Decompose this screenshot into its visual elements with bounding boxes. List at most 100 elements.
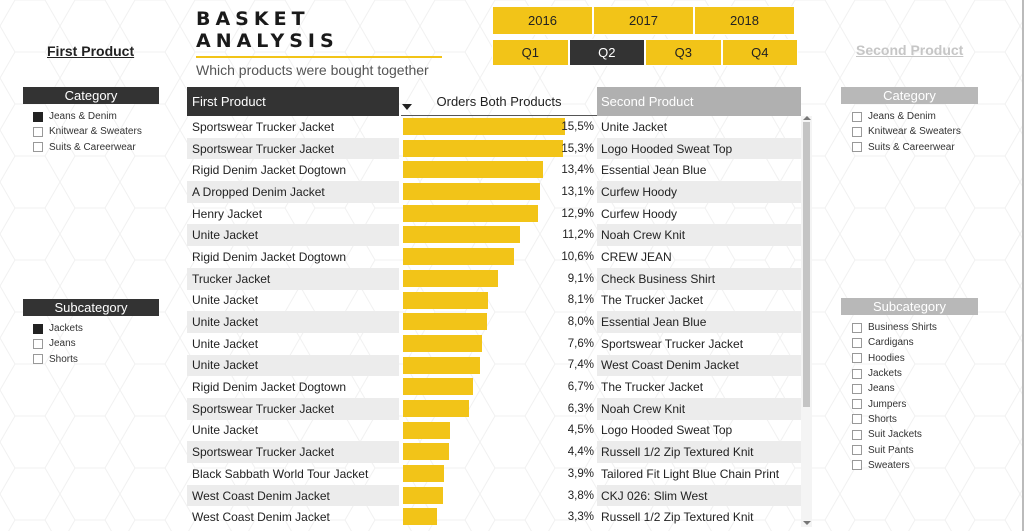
orders-bar — [403, 118, 565, 135]
quarter-button-q3[interactable]: Q3 — [645, 39, 722, 66]
orders-both-cell: 9,1% — [403, 268, 597, 290]
checkbox[interactable] — [852, 111, 862, 122]
filter-item-label: Jeans & Denim — [49, 111, 117, 123]
first-product-cell: Rigid Denim Jacket Dogtown — [192, 249, 347, 264]
checkbox[interactable] — [852, 445, 862, 456]
filter-item[interactable]: Hoodies — [852, 351, 937, 366]
table-row[interactable]: West Coast Denim Jacket 3,8% CKJ 026: Slim… — [187, 484, 801, 507]
orders-bar — [403, 139, 563, 157]
filter-item[interactable]: Knitwear & Sweaters — [852, 124, 961, 139]
table-row[interactable]: Unite Jacket 4,5% Logo Hooded Sweat Top — [187, 420, 801, 442]
quarter-button-q2[interactable]: Q2 — [568, 39, 645, 66]
second-product-cell: Russell 1/2 Zip Textured Knit — [601, 510, 754, 525]
checkbox[interactable] — [852, 429, 862, 440]
year-button-2017[interactable]: 2017 — [593, 6, 694, 35]
table-row[interactable]: Rigid Denim Jacket Dogtown 6,7% The Trucke… — [187, 376, 801, 398]
filter-item-label: Suits & Careerwear — [49, 141, 136, 153]
filter-item[interactable]: Suits & Careerwear — [33, 140, 142, 155]
year-button-2016[interactable]: 2016 — [492, 6, 593, 35]
filter-item[interactable]: Shorts — [33, 352, 83, 367]
checkbox[interactable] — [852, 142, 862, 153]
table-row[interactable]: A Dropped Denim Jacket 13,1% Curfew Hoody — [187, 181, 801, 203]
checkbox[interactable] — [852, 368, 862, 379]
filter-item[interactable]: Jeans — [852, 381, 937, 396]
checkbox[interactable] — [852, 399, 862, 410]
scroll-up-icon[interactable] — [803, 116, 811, 120]
table-row[interactable]: Sportswear Trucker Jacket 4,4% Russell 1/2… — [187, 441, 801, 463]
orders-pct-label: 13,1% — [561, 185, 594, 198]
checkbox[interactable] — [852, 337, 862, 348]
filter-item[interactable]: Suit Pants — [852, 442, 937, 457]
column-header-first-product[interactable]: First Product — [187, 87, 399, 116]
orders-bar — [403, 334, 483, 352]
orders-pct-label: 7,4% — [567, 359, 594, 372]
filter-item[interactable]: Cardigans — [852, 335, 937, 350]
checkbox[interactable] — [852, 126, 862, 137]
table-row[interactable]: Henry Jacket 12,9% Curfew Hoody — [187, 203, 801, 225]
filter-item[interactable]: Jackets — [852, 366, 937, 381]
orders-bar — [403, 356, 481, 374]
orders-bar — [403, 378, 474, 396]
orders-both-cell: 4,4% — [403, 441, 597, 463]
table-row[interactable]: Unite Jacket 7,6% Sportswear Trucker Jacke… — [187, 333, 801, 355]
right-subcategory-list: Business Shirts Cardigans Hoodies Jackets Je… — [852, 320, 937, 473]
sort-descending-icon[interactable] — [402, 104, 412, 110]
orders-both-cell: 11,2% — [403, 224, 597, 246]
table-row[interactable]: Unite Jacket 8,0% Essential Jean Blue — [187, 311, 801, 333]
checkbox[interactable] — [33, 338, 43, 349]
filter-item[interactable]: Suits & Careerwear — [852, 140, 961, 155]
checkbox[interactable] — [33, 142, 43, 153]
orders-pct-label: 3,8% — [567, 489, 594, 502]
scroll-thumb[interactable] — [803, 122, 810, 407]
orders-bar — [403, 313, 487, 331]
orders-both-cell: 10,6% — [403, 246, 597, 268]
table-row[interactable]: Unite Jacket 8,1% The Trucker Jacket — [187, 290, 801, 312]
checkbox[interactable] — [852, 383, 862, 394]
table-row[interactable]: West Coast Denim Jacket 3,3% Russell 1/2 Z… — [187, 506, 801, 528]
filter-item[interactable]: Jackets — [33, 321, 83, 336]
column-header-orders-both[interactable]: Orders Both Products — [436, 94, 562, 109]
year-button-2018[interactable]: 2018 — [694, 6, 795, 35]
checkbox[interactable] — [852, 460, 862, 471]
table-row[interactable]: Sportswear Trucker Jacket 15,5% Unite Jack… — [187, 116, 801, 138]
table-row[interactable]: Rigid Denim Jacket Dogtown 13,4% Essential… — [187, 159, 801, 181]
table-row[interactable]: Unite Jacket 11,2% Noah Crew Knit — [187, 224, 801, 247]
second-product-cell: The Trucker Jacket — [601, 380, 704, 395]
checkbox[interactable] — [33, 323, 43, 334]
table-row[interactable]: Rigid Denim Jacket Dogtown 10,6% CREW JEAN — [187, 246, 801, 268]
filter-item[interactable]: Shorts — [852, 412, 937, 427]
right-category-header: Category — [841, 87, 978, 104]
table-scrollbar[interactable] — [801, 116, 812, 527]
quarter-button-q1[interactable]: Q1 — [492, 39, 569, 66]
filter-item-label: Cardigans — [868, 337, 914, 349]
table-row[interactable]: Trucker Jacket 9,1% Check Business Shirt — [187, 267, 801, 290]
filter-item[interactable]: Jumpers — [852, 396, 937, 411]
first-product-cell: Unite Jacket — [192, 423, 259, 438]
checkbox[interactable] — [852, 414, 862, 425]
checkbox[interactable] — [33, 354, 43, 365]
checkbox[interactable] — [33, 111, 43, 122]
filter-item[interactable]: Jeans & Denim — [852, 109, 961, 124]
second-product-cell: Noah Crew Knit — [597, 224, 801, 247]
filter-item[interactable]: Jeans & Denim — [33, 109, 142, 124]
filter-item[interactable]: Business Shirts — [852, 320, 937, 335]
table-row[interactable]: Sportswear Trucker Jacket 6,3% Noah Crew K… — [187, 397, 801, 420]
checkbox[interactable] — [33, 126, 43, 137]
table-row[interactable]: Sportswear Trucker Jacket 15,3% Logo Hoode… — [187, 137, 801, 160]
quarter-button-q4[interactable]: Q4 — [721, 39, 798, 66]
filter-item[interactable]: Sweaters — [852, 458, 937, 473]
table-row[interactable]: Unite Jacket 7,4% West Coast Denim Jacket — [187, 354, 801, 377]
second-product-cell: Russell 1/2 Zip Textured Knit — [597, 441, 801, 463]
second-product-cell: CREW JEAN — [601, 249, 672, 264]
filter-item[interactable]: Suit Jackets — [852, 427, 937, 442]
checkbox[interactable] — [852, 353, 862, 364]
filter-item-label: Knitwear & Sweaters — [868, 126, 961, 138]
filter-item[interactable]: Knitwear & Sweaters — [33, 124, 142, 139]
scroll-down-icon[interactable] — [803, 521, 811, 525]
checkbox[interactable] — [852, 322, 862, 333]
table-row[interactable]: Black Sabbath World Tour Jacket 3,9% Tailo… — [187, 463, 801, 485]
orders-pct-label: 10,6% — [561, 250, 594, 263]
filter-item[interactable]: Jeans — [33, 336, 83, 351]
column-header-second-product[interactable]: Second Product — [597, 87, 801, 116]
first-product-cell: Unite Jacket — [187, 224, 399, 247]
